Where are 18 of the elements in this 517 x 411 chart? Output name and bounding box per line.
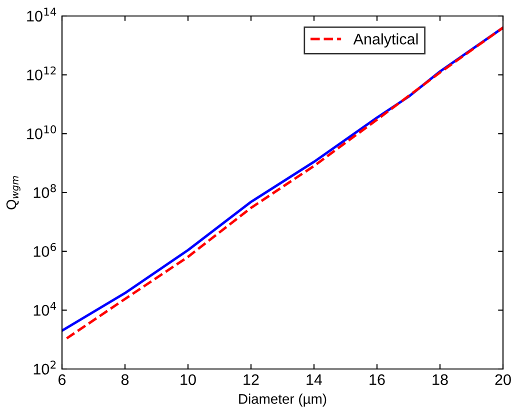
y-tick-label: 10$^{4}$ xyxy=(34,302,56,316)
y-axis-title: Q$_{wgm}$ xyxy=(6,176,20,210)
y-tick-label: 10$^{10}$ xyxy=(27,125,56,140)
y-tick-label: 10$^{14}$ xyxy=(27,8,56,22)
y-tick-label: 10$^{8}$ xyxy=(34,184,56,198)
x-tick-label: 16 xyxy=(370,374,385,386)
y-tick-label: 10$^{6}$ xyxy=(34,242,56,257)
y-tick-label: 10$^{2}$ xyxy=(34,360,56,375)
x-tick-label: 18 xyxy=(432,374,448,386)
x-axis-title: Diameter (µm) xyxy=(239,394,326,407)
x-tick-label: 8 xyxy=(121,374,129,386)
x-tick-label: 14 xyxy=(306,374,322,385)
x-tick-label: 10 xyxy=(180,374,196,386)
legend-label: Analytical xyxy=(353,33,418,48)
x-tick-label: 20 xyxy=(495,374,511,386)
x-tick-label: 6 xyxy=(58,374,66,386)
x-tick-label: 12 xyxy=(244,374,259,385)
y-tick-label: 10$^{12}$ xyxy=(27,66,56,80)
